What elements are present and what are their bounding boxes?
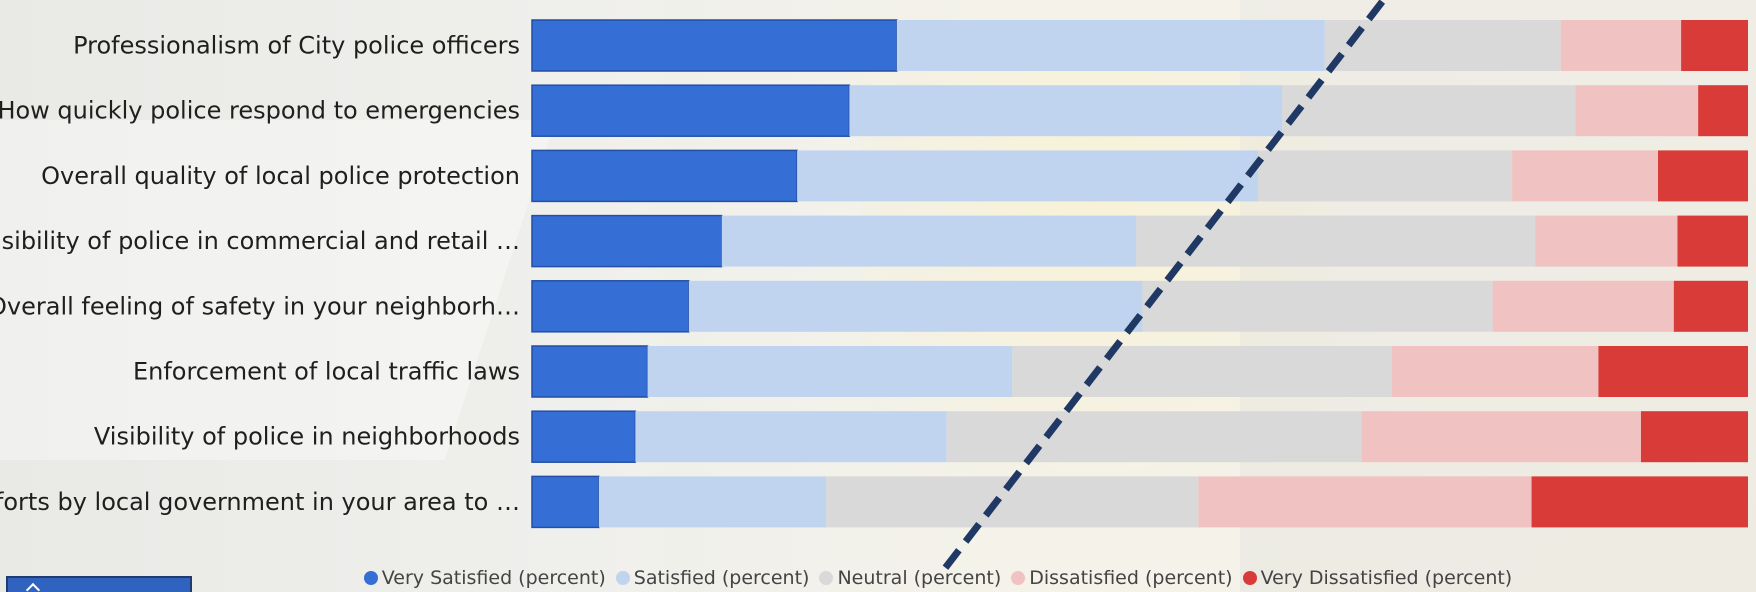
- bar-segment[interactable]: [896, 20, 1325, 71]
- legend-dot-icon: [615, 571, 630, 585]
- legend-item[interactable]: Very Dissatisfied (percent): [1242, 567, 1513, 589]
- bar-segment[interactable]: [1492, 280, 1674, 332]
- bar-segment[interactable]: [797, 150, 1258, 202]
- legend-item[interactable]: Satisfied (percent): [615, 567, 810, 589]
- bar-segment[interactable]: [531, 280, 690, 333]
- chart-legend: Very Satisfied (percent) Satisfied (perce…: [0, 564, 1756, 592]
- bar-segment[interactable]: [531, 475, 600, 529]
- legend-label: Satisfied (percent): [633, 567, 810, 589]
- bar-segment[interactable]: [531, 214, 723, 268]
- bar-segment[interactable]: [688, 280, 1143, 332]
- bar-segment[interactable]: [1560, 20, 1682, 71]
- bar-segment[interactable]: [1324, 20, 1561, 71]
- bar-segment[interactable]: [1575, 85, 1699, 137]
- bar-segment[interactable]: [531, 345, 649, 398]
- legend-item[interactable]: Very Satisfied (percent): [363, 567, 606, 589]
- bar-segment[interactable]: [1012, 346, 1392, 397]
- bar-segment[interactable]: [1677, 215, 1748, 267]
- legend-label: Very Satisfied (percent): [381, 567, 606, 589]
- bar-segment[interactable]: [1257, 150, 1513, 202]
- legend-item[interactable]: Dissatisfied (percent): [1011, 567, 1233, 589]
- category-label: How quickly police respond to emergencie…: [0, 97, 520, 125]
- bar-segment[interactable]: [598, 476, 827, 528]
- bar-segment[interactable]: [1282, 85, 1576, 137]
- bar-segment[interactable]: [1598, 346, 1748, 397]
- bar-segment[interactable]: [531, 149, 798, 203]
- bar-segment[interactable]: [1391, 346, 1599, 397]
- bar-segment[interactable]: [1531, 476, 1748, 528]
- bar-segment[interactable]: [1681, 20, 1748, 71]
- legend-item[interactable]: Neutral (percent): [819, 567, 1001, 589]
- category-label: Enforcement of local traffic laws: [133, 358, 520, 386]
- category-label: Efforts by local government in your area…: [0, 488, 520, 516]
- bar-segment[interactable]: [1361, 411, 1641, 463]
- bar-segment[interactable]: [531, 19, 898, 72]
- bar-segment[interactable]: [635, 411, 947, 463]
- legend-label: Dissatisfied (percent): [1029, 567, 1233, 589]
- bar-segment[interactable]: [531, 84, 851, 137]
- bar-segment[interactable]: [531, 410, 637, 463]
- scroll-up-button[interactable]: [6, 576, 192, 592]
- legend-dot-icon: [363, 571, 378, 585]
- legend-label: Very Dissatisfied (percent): [1260, 567, 1513, 589]
- bar-segment[interactable]: [1198, 476, 1532, 528]
- bar-segment[interactable]: [1136, 215, 1536, 267]
- category-label: Visibility of police in neighborhoods: [94, 423, 520, 451]
- bar-segment[interactable]: [1698, 85, 1748, 137]
- legend-label: Neutral (percent): [837, 567, 1002, 589]
- bar-segment[interactable]: [1658, 150, 1748, 202]
- category-label: Professionalism of City police officers: [73, 32, 520, 60]
- category-label: Overall feeling of safety in your neighb…: [0, 292, 520, 320]
- bar-segment[interactable]: [946, 411, 1362, 463]
- bar-segment[interactable]: [1673, 280, 1748, 332]
- bar-segment[interactable]: [647, 346, 1013, 397]
- reference-trend-line: [942, 0, 1386, 570]
- bar-segment[interactable]: [849, 85, 1283, 137]
- bar-segment[interactable]: [1535, 215, 1678, 267]
- bar-segment[interactable]: [1640, 411, 1748, 463]
- bar-segment[interactable]: [721, 215, 1137, 267]
- category-label: Visibility of police in commercial and r…: [0, 227, 520, 255]
- category-label: Overall quality of local police protecti…: [41, 162, 520, 190]
- legend-dot-icon: [1011, 571, 1026, 585]
- legend-dot-icon: [1242, 571, 1257, 585]
- bar-segment[interactable]: [1142, 280, 1493, 332]
- bar-segment[interactable]: [1512, 150, 1659, 202]
- legend-dot-icon: [819, 571, 834, 585]
